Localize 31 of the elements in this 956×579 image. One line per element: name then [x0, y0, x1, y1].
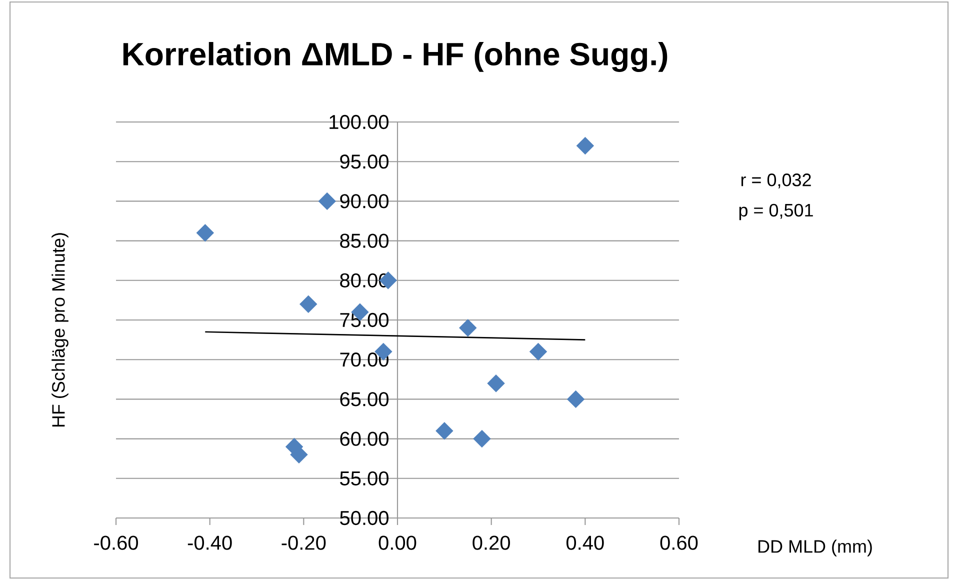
text: r = 0,032	[741, 174, 811, 189]
x-tick-label: 0.00	[378, 536, 416, 550]
text: p = 0,501	[739, 204, 813, 220]
y-tick-label: 55.00	[340, 472, 388, 486]
point	[318, 192, 336, 210]
y-axis-title: HF (Schläge pro Minute)	[52, 233, 68, 427]
x-tick-label: 0.60	[660, 536, 698, 550]
x-tick-label: 0.20	[472, 536, 510, 550]
point	[459, 319, 477, 337]
chart-title: Korrelation ΔMLD - HF (ohne Sugg.)	[123, 42, 668, 72]
point	[576, 137, 594, 155]
y-tick-label: 95.00	[340, 154, 388, 169]
y-tick-label: 100.00	[330, 115, 388, 130]
y-tick-label: 50.00	[340, 511, 388, 526]
y-tick-label: 85.00	[340, 234, 388, 248]
point	[436, 422, 454, 440]
point	[196, 224, 214, 242]
y-tick-label: 60.00	[340, 432, 388, 446]
x-tick-label: 0.40	[566, 536, 604, 550]
point	[473, 430, 491, 448]
x-tick-label: -0.40	[188, 536, 232, 550]
point	[487, 374, 505, 392]
y-tick-label: 90.00	[340, 194, 388, 209]
point	[290, 446, 308, 464]
point	[300, 296, 318, 314]
point	[529, 343, 547, 361]
x-axis-title: DD MLD (mm)	[758, 540, 872, 557]
point	[567, 390, 585, 408]
x-tick-label: -0.20	[282, 536, 326, 550]
y-tick-label: 65.00	[340, 392, 388, 407]
x-tick-label: -0.60	[94, 536, 138, 550]
